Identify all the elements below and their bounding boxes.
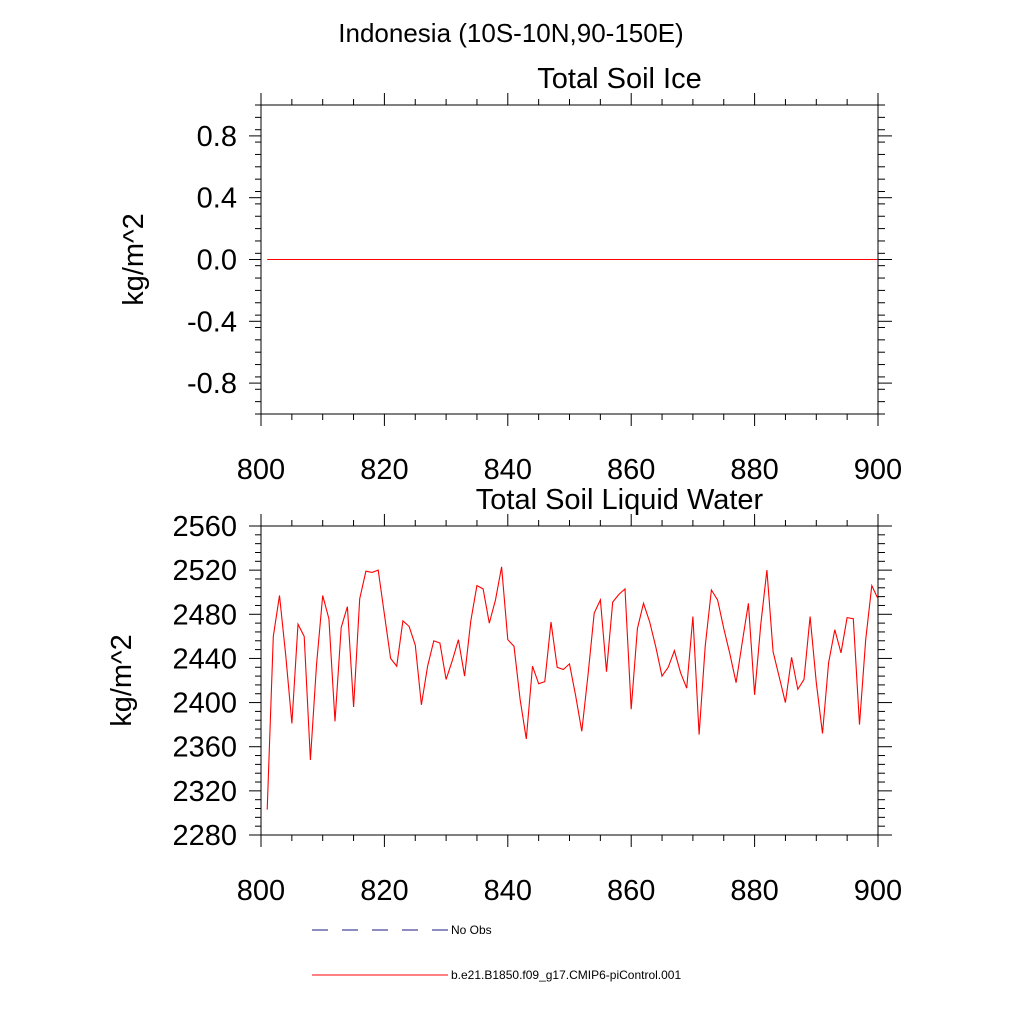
y-tick-label: 2440 (172, 643, 237, 675)
x-tick-label: 880 (730, 454, 778, 486)
y-tick-label: 2560 (172, 511, 237, 543)
x-tick-label: 860 (607, 454, 655, 486)
legend: No Obs b.e21.B1850.f09_g17.CMIP6-piContro… (312, 923, 681, 982)
legend-label-2: b.e21.B1850.f09_g17.CMIP6-piControl.001 (451, 968, 681, 982)
x-tick-label: 900 (854, 875, 902, 907)
y-axis-label: kg/m^2 (106, 634, 138, 727)
y-tick-label: -0.8 (187, 368, 237, 400)
y-tick-label: 2360 (172, 732, 237, 764)
y-tick-label: 2280 (172, 820, 237, 852)
chart-panels: Total Soil Ice kg/m^2 800 820 840 860 880 900 -0… (106, 63, 902, 907)
y-tick-label: 0.0 (197, 245, 237, 277)
chart-panel-1: Total Soil Ice kg/m^2 800 820 840 860 880 900 -0… (118, 63, 902, 486)
page-title: Indonesia (10S-10N,90-150E) (338, 18, 683, 48)
y-tick-label: 0.4 (197, 183, 237, 215)
plot-frame (260, 525, 879, 836)
chart-title: Total Soil Liquid Water (476, 484, 764, 516)
legend-label-1: No Obs (451, 923, 492, 937)
x-tick-label: 840 (484, 875, 532, 907)
x-tick-label: 800 (237, 875, 285, 907)
x-tick-label: 820 (360, 875, 408, 907)
y-tick-label: 2320 (172, 776, 237, 808)
y-tick-label: 2520 (172, 555, 237, 587)
y-tick-label: 0.8 (197, 121, 237, 153)
chart-title: Total Soil Ice (537, 63, 701, 95)
y-tick-label: -0.4 (187, 306, 237, 338)
y-axis-label: kg/m^2 (118, 213, 150, 306)
x-tick-label: 840 (484, 454, 532, 486)
y-tick-label: 2480 (172, 599, 237, 631)
x-tick-label: 800 (237, 454, 285, 486)
y-tick-label: 2400 (172, 688, 237, 720)
x-tick-label: 880 (730, 875, 778, 907)
series-line (266, 566, 879, 810)
x-tick-label: 900 (854, 454, 902, 486)
chart-panel-2: Total Soil Liquid Water kg/m^2 800 820 840 86… (106, 484, 902, 907)
x-tick-label: 860 (607, 875, 655, 907)
x-tick-label: 820 (360, 454, 408, 486)
